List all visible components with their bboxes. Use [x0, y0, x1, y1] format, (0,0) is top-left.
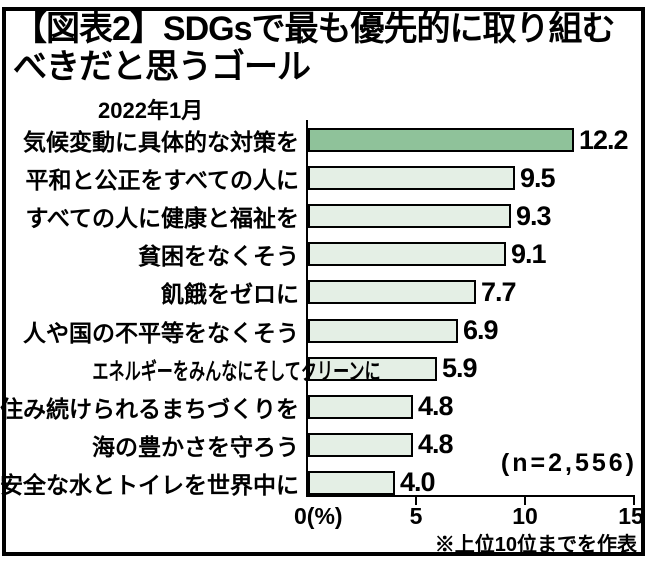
bar-row: 気候変動に具体的な対策を 12.2 — [0, 121, 650, 159]
bar — [308, 204, 511, 229]
category-label: 飢餓をゼロに — [161, 281, 299, 308]
value-label: 9.3 — [516, 200, 552, 231]
category-label: すべての人に健康と福祉を — [25, 205, 299, 232]
category-label: エネルギーをみんなにそしてクリーンに — [92, 357, 381, 384]
value-label: 4.8 — [418, 429, 454, 460]
x-axis-line — [306, 495, 635, 497]
figure-title: 【図表2】SDGsで最も優先的に取り組む べきだと思うゴール — [13, 10, 615, 87]
bar-area: 6.9 — [308, 311, 650, 349]
category-label: 人や国の不平等をなくそう — [23, 319, 299, 346]
category-label: 貧困をなくそう — [138, 243, 299, 270]
bar — [308, 356, 437, 381]
bar — [308, 432, 413, 457]
x-tick-label-10: 10 — [512, 503, 538, 529]
bar — [308, 280, 476, 305]
bar-row: 貧困をなくそう 9.1 — [0, 235, 650, 273]
bar-area: 4.8 — [308, 388, 650, 426]
category-label: 安全な水とトイレを世界中に — [0, 471, 299, 498]
bar-row: エネルギーをみんなにそしてクリーンに 5.9 — [0, 350, 650, 388]
bar-row: 人や国の不平等をなくそう 6.9 — [0, 311, 650, 349]
figure-title-line2: べきだと思うゴール — [13, 48, 311, 87]
bar-row: 安全な水とトイレを世界中に 4.0 — [0, 464, 650, 502]
bar-row: すべての人に健康と福祉を 9.3 — [0, 197, 650, 235]
x-tick-label-0: 0(%) — [294, 503, 343, 529]
x-tick-15 — [633, 497, 635, 505]
sample-size-label: (n=2,556) — [500, 449, 637, 477]
category-label: 平和と公正をすべての人に — [25, 167, 299, 194]
bar — [308, 318, 458, 343]
bar-row: 飢餓をゼロに 7.7 — [0, 273, 650, 311]
bar-row: 住み続けられるまちづくりを 4.8 — [0, 388, 650, 426]
value-label: 12.2 — [579, 124, 629, 155]
bar-area: 12.2 — [308, 121, 650, 159]
category-label: 気候変動に具体的な対策を — [23, 129, 299, 156]
bar — [308, 166, 515, 191]
bar-area: 9.5 — [308, 159, 650, 197]
category-label: 海の豊かさを守ろう — [92, 433, 299, 460]
value-label: 7.7 — [481, 276, 517, 307]
value-label: 5.9 — [442, 353, 478, 384]
value-label: 4.0 — [400, 467, 436, 498]
bar-area: 4.8 — [308, 426, 650, 464]
bar-area: 5.9 — [308, 350, 650, 388]
value-label: 9.5 — [520, 162, 556, 193]
bar-area: 9.1 — [308, 235, 650, 273]
x-tick-label-5: 5 — [409, 503, 423, 529]
x-tick-5 — [415, 497, 417, 505]
category-label: 住み続けられるまちづくりを — [0, 395, 299, 422]
value-label: 4.8 — [418, 391, 454, 422]
bar-area: 9.3 — [308, 197, 650, 235]
footnote: ※上位10位までを作表 — [434, 534, 637, 556]
bar — [308, 242, 506, 267]
y-axis-line — [306, 120, 308, 497]
bar — [308, 470, 395, 495]
value-label: 9.1 — [511, 238, 547, 269]
bar — [308, 394, 413, 419]
x-tick-label-15: 15 — [618, 503, 644, 529]
bar-area: 4.0 — [308, 464, 650, 502]
bar — [308, 128, 574, 153]
figure-title-line1: 【図表2】SDGsで最も優先的に取り組む — [13, 10, 615, 48]
bar-area: 7.7 — [308, 273, 650, 311]
bar-row: 平和と公正をすべての人に 9.5 — [0, 159, 650, 197]
x-tick-10 — [524, 497, 526, 505]
value-label: 6.9 — [463, 315, 499, 346]
bar-chart: 気候変動に具体的な対策を 12.2 平和と公正をすべての人に 9.5 すべての人… — [0, 121, 650, 502]
bar-row: 海の豊かさを守ろう 4.8 — [0, 426, 650, 464]
chart-subtitle: 2022年1月 — [98, 98, 204, 123]
